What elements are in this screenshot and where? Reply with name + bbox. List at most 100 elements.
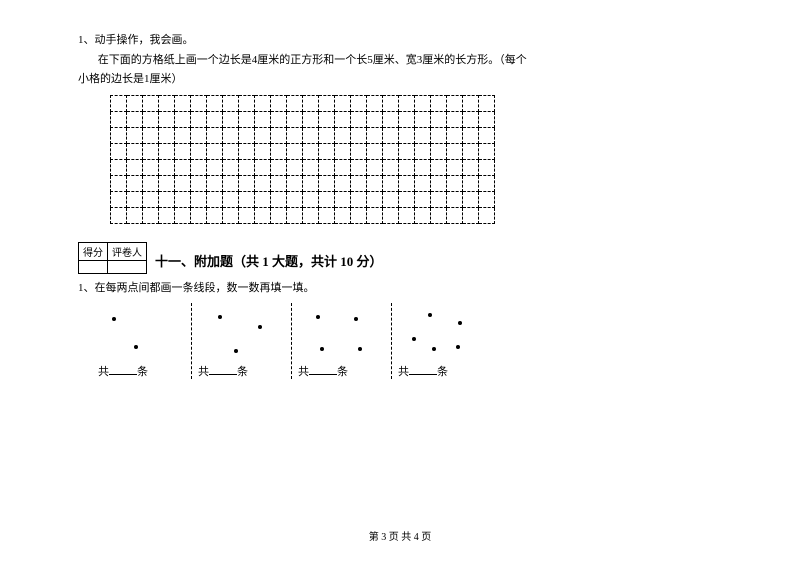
grid-cell [335, 127, 351, 143]
grid-cell [159, 175, 175, 191]
grid-cell [319, 207, 335, 223]
grid-cell [191, 159, 207, 175]
grid-cell [223, 159, 239, 175]
grid-cell [287, 111, 303, 127]
grid-cell [175, 143, 191, 159]
grid-cell [175, 159, 191, 175]
grid-cell [207, 159, 223, 175]
dot-area [98, 307, 185, 359]
score-header-score: 得分 [79, 242, 108, 260]
grid-cell [143, 127, 159, 143]
dot-label: 共条 [98, 363, 185, 379]
grid-cell [479, 207, 495, 223]
grid-cell [111, 191, 127, 207]
grid-cell [287, 95, 303, 111]
grid-cell [335, 175, 351, 191]
grid-cell [367, 175, 383, 191]
dot-label-prefix: 共 [398, 366, 409, 378]
grid-cell [415, 175, 431, 191]
grid-cell [335, 207, 351, 223]
grid-cell [111, 95, 127, 111]
dot-panel: 共条 [92, 303, 192, 379]
grid-cell [271, 95, 287, 111]
grid-cell [143, 191, 159, 207]
grid-cell [479, 127, 495, 143]
grid-cell [191, 175, 207, 191]
grid-cell [271, 191, 287, 207]
grid-cell [207, 175, 223, 191]
dot-point [456, 345, 460, 349]
grid-cell [143, 159, 159, 175]
grid-cell [127, 111, 143, 127]
grid-cell [447, 143, 463, 159]
grid-cell [175, 111, 191, 127]
grid-cell [383, 127, 399, 143]
fill-blank [109, 364, 137, 375]
grid-cell [479, 143, 495, 159]
grid-cell [479, 191, 495, 207]
grid-cell [159, 127, 175, 143]
grid-cell [431, 191, 447, 207]
grid-cell [463, 191, 479, 207]
dot-point [320, 347, 324, 351]
grid-cell [287, 143, 303, 159]
grid-cell [239, 143, 255, 159]
grid-cell [223, 175, 239, 191]
grid-cell [159, 143, 175, 159]
grid-cell [351, 111, 367, 127]
grid-cell [287, 207, 303, 223]
grid-cell [463, 207, 479, 223]
grid-cell [399, 127, 415, 143]
grid-cell [383, 175, 399, 191]
grid-cell [447, 111, 463, 127]
grid-cell [351, 191, 367, 207]
dot-point [218, 315, 222, 319]
grid-cell [335, 95, 351, 111]
grid-cell [271, 111, 287, 127]
grid-cell [143, 95, 159, 111]
grid-cell [255, 95, 271, 111]
grid-cell [415, 207, 431, 223]
grid-cell [159, 207, 175, 223]
grid-cell [255, 127, 271, 143]
grid-cell [431, 175, 447, 191]
grid-cell [479, 95, 495, 111]
grid-cell [479, 175, 495, 191]
grid-cell [191, 191, 207, 207]
grid-cell [287, 127, 303, 143]
grid-cell [255, 111, 271, 127]
grid-cell [271, 127, 287, 143]
score-header-grader: 评卷人 [108, 242, 147, 260]
dot-label-prefix: 共 [98, 366, 109, 378]
grid-cell [367, 191, 383, 207]
grid-cell [319, 111, 335, 127]
dot-area [398, 307, 486, 359]
grid-cell [367, 127, 383, 143]
grid-cell [367, 207, 383, 223]
grid-cell [351, 159, 367, 175]
q2-title: 在每两点间都画一条线段，数一数再填一填。 [95, 282, 315, 294]
grid-cell [447, 191, 463, 207]
score-table: 得分 评卷人 [78, 242, 147, 274]
grid-cell [191, 95, 207, 111]
grid-cell [351, 175, 367, 191]
dot-point [358, 347, 362, 351]
grid-cell [175, 191, 191, 207]
dot-panel: 共条 [292, 303, 392, 379]
dot-point [234, 349, 238, 353]
dot-panel: 共条 [192, 303, 292, 379]
grid-cell [383, 207, 399, 223]
grid-cell [415, 127, 431, 143]
grid-cell [319, 175, 335, 191]
grid-cell [287, 159, 303, 175]
grid-cell [111, 143, 127, 159]
grid-cell [399, 111, 415, 127]
grid-cell [191, 143, 207, 159]
grid-cell [111, 207, 127, 223]
grid-cell [367, 111, 383, 127]
dot-point [428, 313, 432, 317]
grid-cell [335, 111, 351, 127]
grid-cell [175, 95, 191, 111]
grid-cell [255, 191, 271, 207]
grid-cell [303, 111, 319, 127]
